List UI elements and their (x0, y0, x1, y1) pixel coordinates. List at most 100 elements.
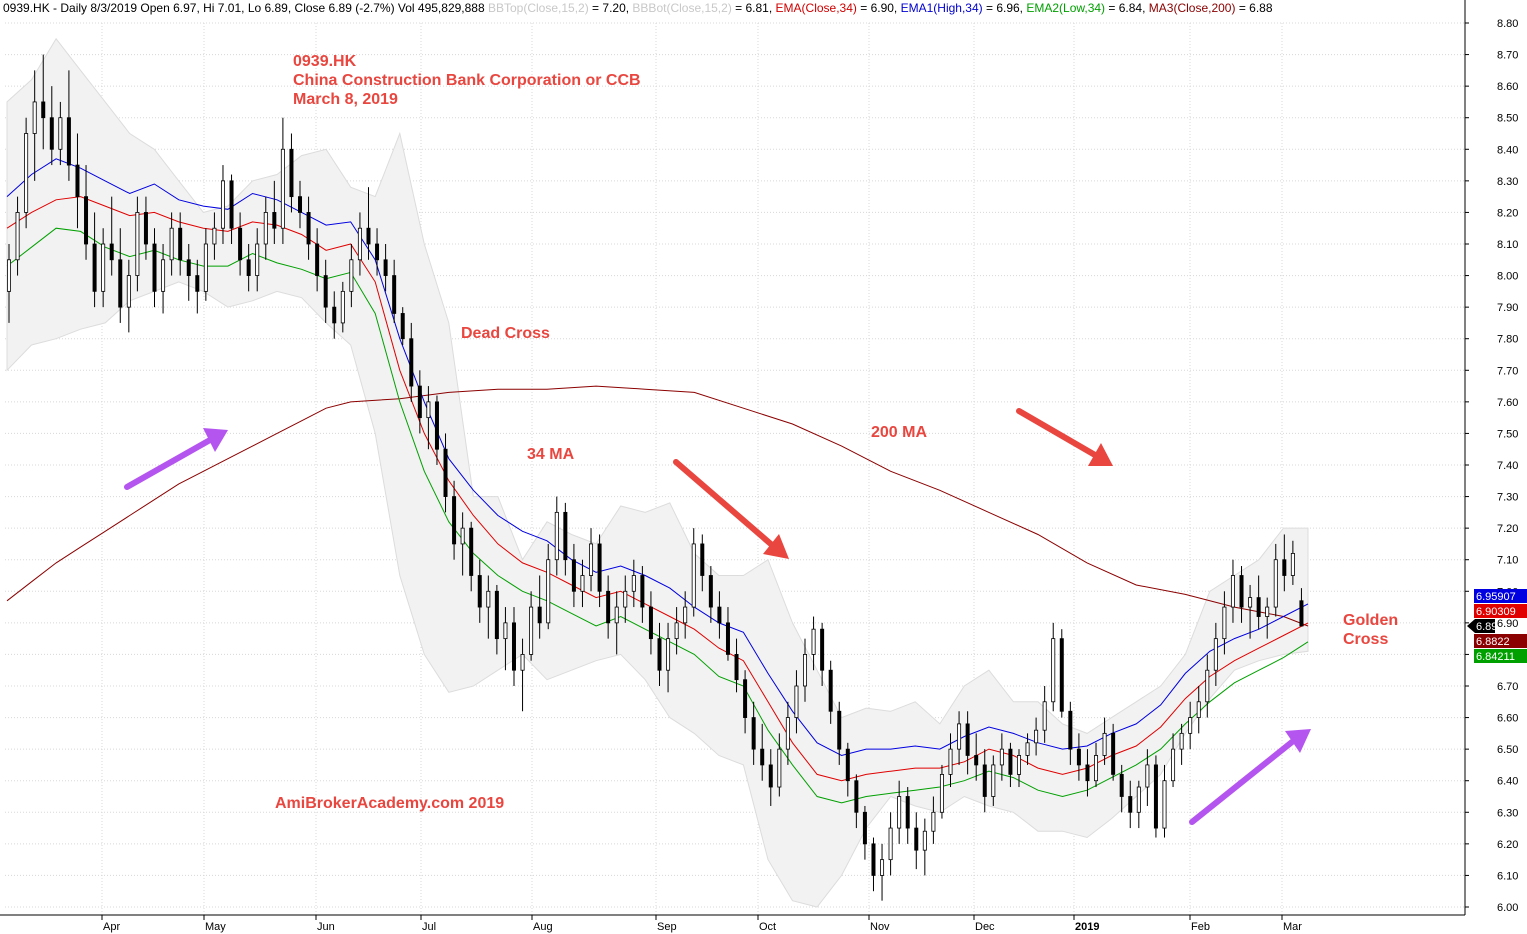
candle-body (708, 575, 713, 608)
candle-body (101, 243, 106, 292)
x-tick-label: Apr (103, 921, 120, 933)
candle-body (657, 638, 662, 671)
candle-body (263, 212, 268, 245)
x-tick-label: May (205, 921, 226, 933)
y-tick-label: 6.40 (1497, 776, 1518, 788)
candle-body (597, 543, 602, 592)
value-tag (1474, 589, 1527, 603)
candle-body (84, 196, 89, 245)
y-tick-label: 8.70 (1497, 50, 1518, 62)
label-cross: Cross (1343, 631, 1388, 648)
candle-body (357, 227, 362, 261)
value-tags: 6.95907 6.90309 6.89 6.8822 6.84211 (1467, 589, 1527, 663)
label-34-ma: 34 MA (527, 446, 575, 463)
candle-body (717, 606, 722, 624)
y-tick-label: 7.50 (1497, 428, 1518, 440)
candle-body (546, 559, 551, 624)
candle-body (1085, 764, 1090, 782)
candle-body (880, 859, 885, 876)
candle-body (178, 227, 183, 261)
candle-body (246, 259, 251, 276)
candle-body (751, 717, 756, 750)
last-price-tag-text: 6.89 (1476, 621, 1497, 633)
candle-body (323, 275, 328, 308)
y-tick-label: 7.60 (1497, 397, 1518, 409)
candle-body (315, 243, 320, 276)
candle-body (1171, 748, 1176, 782)
red-arrowhead-dec (1088, 443, 1113, 466)
ma200-line (6, 385, 1309, 627)
candle-body (400, 313, 405, 340)
candle-body (203, 243, 208, 292)
candle-body (126, 275, 131, 308)
y-tick-label: 8.30 (1497, 176, 1518, 188)
candle-body (957, 723, 962, 750)
candle-body (340, 290, 345, 324)
candle-body (332, 306, 337, 324)
candle-body (1094, 755, 1099, 782)
candle-body (1188, 717, 1193, 734)
bollinger-band (6, 37, 1309, 908)
candle-body (1136, 786, 1141, 813)
candle-body (1034, 729, 1039, 744)
candle-body (554, 511, 559, 561)
ema-low-line (6, 227, 1309, 804)
candle-body (537, 606, 542, 624)
y-tick-label: 7.80 (1497, 334, 1518, 346)
candle-body (1008, 748, 1013, 775)
candlesticks (7, 54, 1304, 901)
header-segment: EMA(Close,34) (772, 1, 857, 15)
x-axis: Apr May Jun Jul Aug Sep Oct Nov Dec 2019 Feb Mar (0, 914, 1465, 933)
header-segment: EMA2(Low,34) (1023, 1, 1105, 15)
candle-body (1273, 559, 1278, 608)
candle-body (563, 511, 568, 561)
candle-body (854, 780, 859, 813)
candle-body (443, 448, 448, 497)
y-tick-label: 7.20 (1497, 523, 1518, 535)
candle-body (974, 755, 979, 766)
y-tick-label: 7.10 (1497, 555, 1518, 567)
candle-body (734, 654, 739, 681)
candle-body (845, 748, 850, 782)
value-tag-text: 6.95907 (1476, 591, 1516, 603)
x-tick-label: Jul (422, 921, 436, 933)
candle-body (392, 275, 397, 314)
candle-body (837, 710, 842, 750)
candle-body (897, 796, 902, 829)
candle-body (794, 685, 799, 718)
header-segment: = 6.81, (732, 1, 772, 15)
x-tick-label: Nov (870, 921, 890, 933)
candle-body (212, 227, 217, 245)
x-tick-label: Oct (759, 921, 776, 933)
candle-body (161, 259, 166, 292)
candle-body (49, 117, 54, 150)
candle-body (434, 401, 439, 450)
candle-body (32, 101, 37, 134)
candle-body (15, 212, 20, 261)
candle-body (109, 243, 114, 261)
watermark: AmiBrokerAcademy.com 2019 (275, 795, 504, 812)
candle-body (426, 401, 431, 419)
candle-body (785, 717, 790, 750)
candle-body (409, 338, 414, 387)
candle-body (486, 590, 491, 608)
candle-body (1145, 764, 1150, 788)
candle-body (777, 748, 782, 788)
candle-body (41, 101, 46, 119)
candle-body (760, 748, 765, 766)
candle-body (743, 679, 748, 718)
header-segment: = 6.84, (1105, 1, 1145, 15)
label-dead-cross: Dead Cross (461, 325, 550, 342)
candle-body (383, 259, 388, 276)
candle-body (1162, 780, 1167, 829)
x-tick-label: 2019 (1075, 921, 1099, 933)
x-tick-label: Aug (533, 921, 553, 933)
candle-body (494, 590, 499, 640)
title-symbol: 0939.HK (293, 53, 357, 70)
candle-body (1025, 742, 1030, 756)
candle-body (289, 148, 294, 198)
label-golden: Golden (1343, 612, 1398, 629)
y-tick-label: 6.00 (1497, 902, 1518, 914)
y-tick-label: 8.00 (1497, 271, 1518, 283)
candle-body (674, 622, 679, 640)
